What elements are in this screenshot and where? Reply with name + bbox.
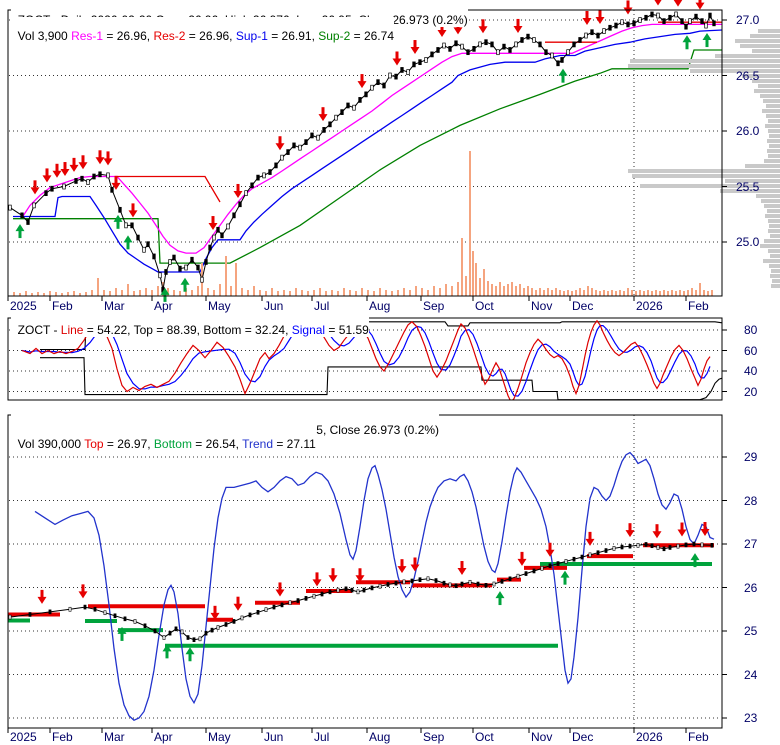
volume-bars: [13, 151, 713, 296]
x-axis-label: Apr: [154, 730, 173, 744]
price-panel: [7, 0, 780, 302]
x-axis-label: May: [208, 730, 231, 744]
sup2-label: Sup-2: [318, 29, 351, 43]
x-axis-label: Jun: [264, 299, 284, 313]
y-axis-label: 25.0: [736, 235, 760, 249]
y-axis-label: 27: [744, 537, 758, 551]
y-axis-label: 20: [744, 384, 758, 399]
y-axis-label: 60: [744, 343, 758, 358]
x-axis-label: Sep: [423, 299, 445, 313]
x-axis-label: Mar: [104, 730, 125, 744]
oscillator-symbol: ZOCT -: [17, 323, 61, 337]
y-axis-label: 24: [744, 667, 758, 682]
x-axis-label: Jun: [264, 730, 284, 744]
line-label: Line: [60, 323, 84, 337]
top-volume-text: Vol 3,900: [17, 29, 72, 43]
res1-line: [21, 23, 722, 254]
top-value: = 26.97,: [103, 437, 154, 451]
x-axis-label: 2025: [10, 299, 37, 313]
bottom-label: Bottom: [153, 437, 192, 451]
top-label: Top: [84, 437, 104, 451]
x-axis-label: Dec: [572, 730, 594, 744]
res2-value: = 26.96,: [185, 29, 236, 43]
sup1-value: = 26.91,: [267, 29, 319, 43]
trend-value: = 27.11: [273, 437, 316, 451]
signal-arrows: [37, 522, 710, 662]
x-axis-label: Apr: [154, 299, 173, 313]
x-axis-label: Jul: [314, 299, 330, 313]
y-axis-label: 25.5: [736, 179, 760, 194]
line-values: = 54.22, Top = 88.39, Bottom = 32.24,: [83, 323, 292, 337]
top-panel-header-line2: Vol 3,900 Res-1 = 26.96, Res-2 = 26.96, …: [11, 17, 394, 43]
x-axis-label: Dec: [572, 299, 594, 313]
y-axis-label: 26.0: [736, 124, 760, 138]
x-axis-label: Aug: [369, 730, 391, 744]
bottom-panel-header-line2: Vol 390,000 Top = 26.97, Bottom = 26.54,…: [11, 425, 316, 451]
signal-label: Signal: [291, 323, 326, 337]
res1-value: = 26.96,: [103, 29, 154, 43]
res2-line: [117, 175, 221, 203]
x-axis-label: Mar: [104, 299, 125, 313]
candlestick-series: [8, 11, 716, 293]
x-axis-label: 2025: [10, 730, 37, 744]
x-axis-label: Nov: [531, 730, 553, 744]
price-series: [8, 541, 714, 643]
x-axis-label: 2026: [636, 299, 663, 313]
trend-panel: [7, 414, 727, 733]
x-axis-label: Nov: [531, 299, 553, 313]
oscillator-line: [21, 319, 711, 400]
y-axis-label: 40: [744, 364, 758, 378]
bottom-value: = 26.54,: [191, 437, 243, 451]
x-axis-label: Oct: [475, 299, 494, 313]
sup2-line: [13, 49, 722, 264]
y-axis-label: 80: [744, 323, 758, 337]
sup1-line: [13, 29, 722, 273]
res1-label: Res-1: [71, 29, 104, 43]
y-axis-label: 26.5: [736, 68, 760, 83]
x-axis-label: Feb: [52, 299, 73, 313]
sup2-value: = 26.74: [350, 29, 394, 43]
y-axis-label: 29: [744, 450, 758, 464]
y-axis-label: 23: [744, 711, 758, 725]
signal-line: [21, 325, 711, 397]
x-axis-label: 2026: [636, 730, 663, 744]
trend-label: Trend: [242, 437, 273, 451]
x-axis-label: Jul: [314, 730, 330, 744]
x-axis-label: Oct: [475, 730, 494, 744]
x-axis-label: Feb: [688, 730, 709, 744]
x-axis-label: Feb: [52, 730, 73, 744]
x-axis-label: May: [208, 299, 231, 313]
signal-arrows: [15, 0, 712, 302]
band-bottom-line: [40, 357, 722, 400]
bottom-volume-text: Vol 390,000: [17, 437, 85, 451]
sup1-label: Sup-1: [235, 29, 268, 43]
oscillator-header: ZOCT - Line = 54.22, Top = 88.39, Bottom…: [11, 311, 369, 337]
y-axis-label: 26: [744, 580, 758, 595]
signal-value: = 51.59: [325, 323, 369, 337]
res2-label: Res-2: [153, 29, 186, 43]
y-axis-label: 25: [744, 624, 758, 638]
y-axis-label: 28: [744, 493, 758, 508]
volume-by-price-bars: [628, 29, 780, 288]
y-axis-label: 27.0: [736, 13, 760, 27]
x-axis-label: Sep: [423, 730, 445, 744]
trend-line: [34, 451, 715, 721]
x-axis-label: Aug: [369, 299, 391, 313]
x-axis-label: Feb: [688, 299, 709, 313]
